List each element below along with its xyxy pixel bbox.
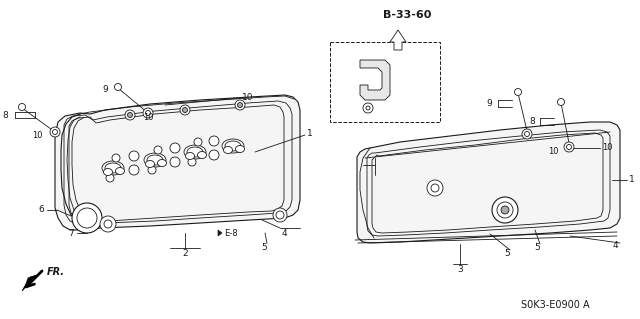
Ellipse shape xyxy=(145,160,154,167)
Circle shape xyxy=(112,154,120,162)
Circle shape xyxy=(273,208,287,222)
Text: 10: 10 xyxy=(548,147,559,157)
Polygon shape xyxy=(360,60,390,100)
Polygon shape xyxy=(357,122,620,243)
Circle shape xyxy=(209,150,219,160)
Circle shape xyxy=(77,208,97,228)
Circle shape xyxy=(115,84,122,91)
Circle shape xyxy=(276,211,284,219)
Text: 8: 8 xyxy=(529,116,535,125)
Text: 5: 5 xyxy=(504,249,510,258)
Circle shape xyxy=(129,151,139,161)
Circle shape xyxy=(125,110,135,120)
Ellipse shape xyxy=(105,163,121,173)
Ellipse shape xyxy=(222,139,244,153)
Ellipse shape xyxy=(104,168,113,175)
Text: S0K3-E0900 A: S0K3-E0900 A xyxy=(521,300,589,310)
Circle shape xyxy=(501,206,509,214)
Circle shape xyxy=(148,166,156,174)
Text: 10: 10 xyxy=(242,93,253,102)
Circle shape xyxy=(235,100,245,110)
Text: 1: 1 xyxy=(629,175,635,184)
Circle shape xyxy=(145,110,150,115)
Circle shape xyxy=(515,88,522,95)
Circle shape xyxy=(100,216,116,232)
Text: 3: 3 xyxy=(457,265,463,275)
Text: 5: 5 xyxy=(261,243,267,253)
Circle shape xyxy=(182,108,188,113)
Circle shape xyxy=(180,105,190,115)
Circle shape xyxy=(522,129,532,139)
Circle shape xyxy=(50,127,60,137)
Bar xyxy=(330,42,440,122)
Ellipse shape xyxy=(223,146,232,153)
Text: 4: 4 xyxy=(612,241,618,250)
Circle shape xyxy=(492,197,518,223)
Circle shape xyxy=(170,143,180,153)
Text: 6: 6 xyxy=(38,205,44,214)
Text: 9: 9 xyxy=(102,85,108,94)
Circle shape xyxy=(72,203,102,233)
Circle shape xyxy=(19,103,26,110)
Polygon shape xyxy=(55,95,300,230)
Circle shape xyxy=(566,145,572,150)
Text: 10: 10 xyxy=(143,114,154,122)
Text: 2: 2 xyxy=(182,249,188,257)
Circle shape xyxy=(129,165,139,175)
Ellipse shape xyxy=(236,145,244,152)
Text: E-8: E-8 xyxy=(224,228,237,238)
Circle shape xyxy=(564,142,574,152)
Circle shape xyxy=(363,103,373,113)
Ellipse shape xyxy=(157,160,166,167)
Ellipse shape xyxy=(184,145,206,159)
Polygon shape xyxy=(390,30,406,50)
Circle shape xyxy=(525,131,529,137)
Ellipse shape xyxy=(187,147,203,157)
Text: FR.: FR. xyxy=(47,267,65,277)
Circle shape xyxy=(427,180,443,196)
Circle shape xyxy=(366,106,370,110)
Circle shape xyxy=(194,138,202,146)
Polygon shape xyxy=(22,275,37,291)
Circle shape xyxy=(127,113,132,117)
Circle shape xyxy=(188,158,196,166)
Circle shape xyxy=(154,146,162,154)
Circle shape xyxy=(557,99,564,106)
Text: 5: 5 xyxy=(534,243,540,253)
Polygon shape xyxy=(218,230,222,236)
Text: 1: 1 xyxy=(307,130,313,138)
Ellipse shape xyxy=(115,167,125,174)
Circle shape xyxy=(170,157,180,167)
Circle shape xyxy=(104,220,112,228)
Ellipse shape xyxy=(186,152,195,160)
Circle shape xyxy=(143,108,153,118)
Text: 4: 4 xyxy=(282,229,287,239)
Text: 10: 10 xyxy=(32,130,42,139)
Text: B-33-60: B-33-60 xyxy=(383,10,431,20)
Ellipse shape xyxy=(225,141,241,151)
Ellipse shape xyxy=(144,153,166,167)
Circle shape xyxy=(431,184,439,192)
Circle shape xyxy=(497,202,513,218)
Ellipse shape xyxy=(147,155,163,165)
Text: 10: 10 xyxy=(602,144,612,152)
Circle shape xyxy=(209,136,219,146)
Text: 8: 8 xyxy=(3,110,8,120)
Text: 9: 9 xyxy=(486,100,492,108)
Ellipse shape xyxy=(102,161,124,175)
Circle shape xyxy=(106,174,114,182)
Circle shape xyxy=(52,130,58,135)
Text: 7: 7 xyxy=(68,228,74,238)
Ellipse shape xyxy=(198,152,207,159)
Circle shape xyxy=(237,102,243,108)
